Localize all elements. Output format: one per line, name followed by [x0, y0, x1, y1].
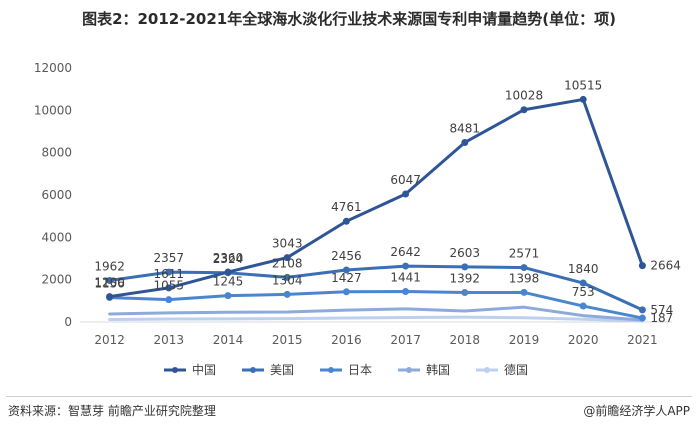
y-tick-label: 12000 — [34, 61, 72, 75]
data-label: 1840 — [568, 262, 599, 276]
data-label-layer: 1200 1611 2360 3043 4761 6047 8481 10028 10515 26… — [94, 78, 681, 325]
data-label: 10515 — [564, 78, 602, 92]
chart-title: 图表2：2012-2021年全球海水淡化行业技术来源国专利申请量趋势(单位：项) — [82, 10, 616, 28]
legend-marker — [406, 367, 412, 373]
data-point — [106, 293, 114, 301]
x-tick-label: 2015 — [272, 333, 303, 347]
y-tick-label: 8000 — [41, 146, 72, 160]
legend: 中国 美国 日本 韩国 德国 — [164, 362, 528, 377]
legend-label: 日本 — [348, 363, 372, 377]
data-point — [283, 254, 291, 262]
data-label: 6047 — [390, 173, 421, 187]
x-tick-label: 2014 — [213, 333, 244, 347]
data-label: 2324 — [213, 252, 244, 266]
data-label: 2571 — [509, 247, 540, 261]
data-point — [165, 284, 173, 292]
data-label: 1156 — [94, 277, 125, 291]
data-label: 2603 — [450, 246, 481, 260]
data-point — [402, 287, 410, 295]
data-label: 2456 — [331, 249, 362, 263]
data-point — [461, 138, 469, 146]
data-point — [520, 106, 528, 114]
y-tick-label: 0 — [64, 315, 72, 329]
data-label: 1200 — [94, 276, 125, 290]
x-tick-label: 2021 — [627, 333, 658, 347]
brand-credit: @前瞻经济学人APP — [583, 404, 690, 418]
data-label: 574 — [650, 303, 673, 317]
series-line-2 — [108, 289, 644, 320]
y-tick-label: 10000 — [34, 103, 72, 117]
data-point — [461, 263, 469, 271]
data-point — [224, 292, 232, 300]
data-point — [283, 273, 291, 281]
data-label: 3043 — [272, 237, 303, 251]
data-label: 2360 — [213, 251, 244, 265]
data-label: 2108 — [272, 256, 303, 270]
data-point — [402, 262, 410, 270]
data-point — [165, 296, 173, 304]
series-line-0 — [108, 97, 644, 299]
data-point — [342, 266, 350, 274]
data-point — [224, 268, 232, 276]
data-label: 2357 — [154, 251, 185, 265]
data-label: 1962 — [94, 259, 125, 273]
source-note: 资料来源：智慧芽 前瞻产业研究院整理 — [8, 404, 216, 418]
legend-marker — [328, 367, 334, 373]
series-line-1 — [108, 264, 644, 312]
data-point — [461, 289, 469, 297]
data-point — [342, 288, 350, 296]
legend-label: 韩国 — [426, 362, 450, 377]
data-label: 1441 — [390, 270, 421, 284]
data-label: 1427 — [331, 271, 362, 285]
axis-layer: 0 2000 4000 6000 8000 10000 12000 2012 2013 2014 2… — [34, 61, 672, 347]
data-point — [638, 262, 646, 270]
data-label: 187 — [650, 311, 673, 325]
data-label: 1245 — [213, 275, 244, 289]
x-tick-label: 2020 — [568, 333, 599, 347]
series-line-4 — [108, 315, 644, 323]
data-point — [520, 288, 528, 296]
y-tick-label: 2000 — [41, 273, 72, 287]
data-label: 1055 — [154, 279, 185, 293]
data-point — [638, 306, 646, 314]
x-tick-label: 2016 — [331, 333, 362, 347]
data-point — [579, 279, 587, 287]
legend-label: 美国 — [270, 363, 294, 377]
data-point — [638, 314, 646, 322]
data-label: 753 — [572, 285, 595, 299]
legend-marker — [250, 367, 256, 373]
data-label: 4761 — [331, 200, 362, 214]
x-tick-label: 2018 — [450, 333, 481, 347]
x-tick-label: 2019 — [509, 333, 540, 347]
data-point — [579, 302, 587, 310]
data-label: 1611 — [154, 267, 185, 281]
x-tick-label: 2013 — [154, 333, 185, 347]
data-point — [579, 95, 587, 103]
data-label: 1304 — [272, 273, 303, 287]
data-point — [165, 268, 173, 276]
data-label: 2642 — [390, 245, 421, 259]
y-tick-label: 6000 — [41, 188, 72, 202]
data-point — [106, 276, 114, 284]
data-label: 1392 — [450, 272, 481, 286]
data-label: 1398 — [509, 271, 540, 285]
data-label: 8481 — [450, 121, 481, 135]
data-label: 2664 — [650, 259, 681, 273]
y-tick-label: 4000 — [41, 230, 72, 244]
legend-label: 中国 — [192, 362, 216, 377]
data-point — [283, 290, 291, 298]
x-tick-label: 2017 — [390, 333, 421, 347]
footer-divider — [6, 396, 692, 397]
legend-marker — [484, 367, 490, 373]
series-line-3 — [108, 305, 644, 322]
legend-label: 德国 — [504, 362, 528, 377]
x-tick-label: 2012 — [94, 333, 125, 347]
data-point — [520, 264, 528, 272]
series-layer — [106, 95, 646, 323]
data-point — [342, 217, 350, 225]
data-point — [402, 190, 410, 198]
legend-marker — [172, 367, 178, 373]
data-label: 10028 — [505, 89, 543, 103]
